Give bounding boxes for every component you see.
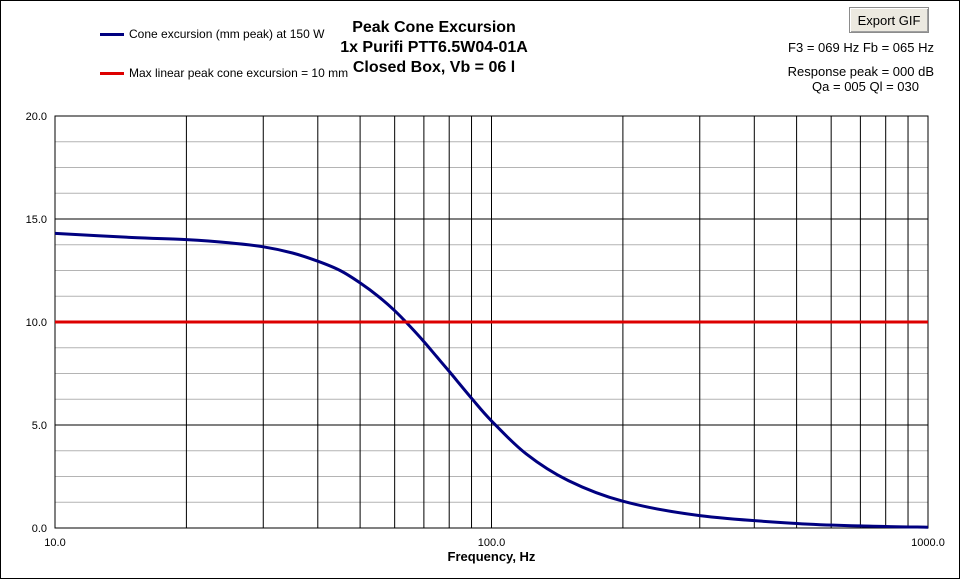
legend-swatch-limit xyxy=(100,72,124,76)
y-tick-label: 10.0 xyxy=(26,317,47,329)
x-axis-label: Frequency, Hz xyxy=(448,549,536,564)
y-tick-label: 0.0 xyxy=(32,523,47,535)
x-tick-label: 100.0 xyxy=(478,537,506,549)
x-tick-label: 1000.0 xyxy=(911,537,945,549)
legend-item-excursion: Cone excursion (mm peak) at 150 W xyxy=(100,27,324,41)
legend-item-limit: Max linear peak cone excursion = 10 mm xyxy=(100,66,348,80)
y-tick-label: 15.0 xyxy=(26,214,47,226)
title-line-1: Peak Cone Excursion xyxy=(352,19,516,36)
export-gif-button[interactable]: Export GIF xyxy=(849,7,929,33)
legend-swatch-excursion xyxy=(100,33,124,37)
y-tick-label: 20.0 xyxy=(26,111,47,123)
qa-ql-readout: Qa = 005 Ql = 030 xyxy=(812,79,919,94)
chart-title: Peak Cone Excursion 1x Purifi PTT6.5W04-… xyxy=(300,18,568,78)
x-tick-label: 10.0 xyxy=(44,537,65,549)
title-line-2: 1x Purifi PTT6.5W04-01A xyxy=(340,39,528,56)
title-line-3: Closed Box, Vb = 06 l xyxy=(352,59,516,76)
response-peak-readout: Response peak = 000 dB xyxy=(787,64,934,79)
legend-label-limit: Max linear peak cone excursion = 10 mm xyxy=(129,66,349,80)
series-line-excursion xyxy=(54,231,929,529)
legend-label-excursion: Cone excursion (mm peak) at 150 W xyxy=(129,27,325,41)
f3-fb-readout: F3 = 069 Hz Fb = 065 Hz xyxy=(788,40,934,55)
tick-labels: 0.0 5.0 10.0 15.0 20.0 10.0 100.0 1000.0 xyxy=(26,111,945,549)
series-layer xyxy=(54,231,929,529)
y-tick-label: 5.0 xyxy=(32,420,47,432)
